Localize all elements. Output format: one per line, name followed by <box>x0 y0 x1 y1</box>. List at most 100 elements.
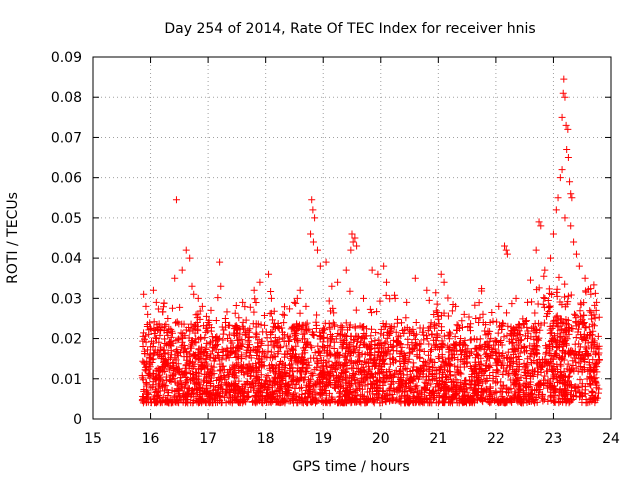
data-point <box>581 350 589 358</box>
data-point <box>503 332 511 340</box>
data-point <box>423 332 431 340</box>
data-point <box>477 393 485 401</box>
data-point <box>291 389 299 397</box>
data-point <box>269 323 277 331</box>
data-point <box>432 307 440 315</box>
data-point <box>190 371 198 379</box>
data-point <box>475 299 483 307</box>
data-point <box>347 374 355 382</box>
data-point <box>311 397 319 404</box>
data-point <box>505 389 513 397</box>
data-point <box>556 387 564 395</box>
data-point <box>554 395 562 403</box>
data-point <box>216 258 224 266</box>
data-point <box>483 349 491 357</box>
data-point <box>545 304 553 312</box>
data-point <box>340 390 348 398</box>
data-point <box>172 319 180 327</box>
data-point <box>495 323 503 331</box>
data-point <box>571 340 579 348</box>
data-point <box>514 388 522 396</box>
data-point <box>359 334 367 342</box>
data-point <box>214 383 222 391</box>
data-point <box>429 375 437 383</box>
data-point <box>396 353 404 361</box>
data-point <box>141 335 149 343</box>
data-point <box>364 343 372 351</box>
data-point <box>534 300 542 308</box>
data-point <box>492 387 500 395</box>
data-point <box>445 368 453 376</box>
data-point <box>186 327 194 335</box>
y-tick-label: 0.02 <box>51 332 82 348</box>
data-point <box>575 393 583 401</box>
data-point <box>471 301 479 309</box>
data-point <box>377 351 385 359</box>
data-point <box>513 341 521 349</box>
data-point <box>251 295 259 303</box>
data-point <box>206 396 214 404</box>
data-point <box>337 324 345 332</box>
data-point <box>422 394 430 402</box>
data-point <box>427 319 435 327</box>
data-point <box>274 348 282 356</box>
data-point <box>444 312 452 320</box>
data-point <box>405 329 413 337</box>
data-point <box>404 399 412 407</box>
data-point <box>189 326 197 334</box>
data-point <box>317 390 325 398</box>
data-point <box>426 323 434 331</box>
data-point <box>205 316 213 324</box>
data-point <box>146 324 154 332</box>
data-point <box>555 377 563 385</box>
data-point <box>286 384 294 392</box>
data-point <box>565 350 573 358</box>
data-point <box>439 378 447 386</box>
data-point <box>297 383 305 391</box>
data-point <box>447 397 455 405</box>
data-point <box>356 344 364 352</box>
data-point <box>441 362 449 370</box>
data-point <box>235 314 243 322</box>
data-point <box>512 294 520 302</box>
data-point <box>339 341 347 349</box>
data-point <box>438 353 446 361</box>
data-point <box>182 326 190 334</box>
data-point <box>371 337 379 345</box>
data-point <box>302 386 310 394</box>
data-point <box>510 381 518 389</box>
data-point <box>142 379 150 387</box>
y-axis-label: ROTI / TECUs <box>5 192 21 284</box>
data-point <box>375 336 383 344</box>
data-point <box>152 298 160 306</box>
data-point <box>594 332 602 340</box>
data-point <box>292 342 300 350</box>
data-point <box>257 383 265 391</box>
x-tick-label: 19 <box>314 431 332 447</box>
data-point <box>464 395 472 403</box>
y-tick-label: 0.03 <box>51 291 82 307</box>
data-point <box>151 388 159 396</box>
data-point <box>402 314 410 322</box>
data-point <box>577 301 585 309</box>
data-point <box>546 343 554 351</box>
y-tick-label: 0.05 <box>51 211 82 227</box>
data-point <box>556 315 564 323</box>
data-point <box>167 342 175 350</box>
x-tick-label: 16 <box>142 431 160 447</box>
data-point <box>383 278 391 286</box>
data-point <box>566 381 574 389</box>
data-point <box>371 357 379 365</box>
data-point <box>353 376 361 384</box>
data-point <box>162 382 170 390</box>
data-point <box>285 372 293 380</box>
data-point <box>389 354 397 362</box>
data-point <box>304 364 312 372</box>
data-point <box>160 365 168 373</box>
data-point <box>561 93 569 101</box>
data-point <box>528 359 536 367</box>
data-point <box>333 349 341 357</box>
data-point <box>143 323 151 331</box>
data-point <box>536 380 544 388</box>
data-point <box>163 360 171 368</box>
